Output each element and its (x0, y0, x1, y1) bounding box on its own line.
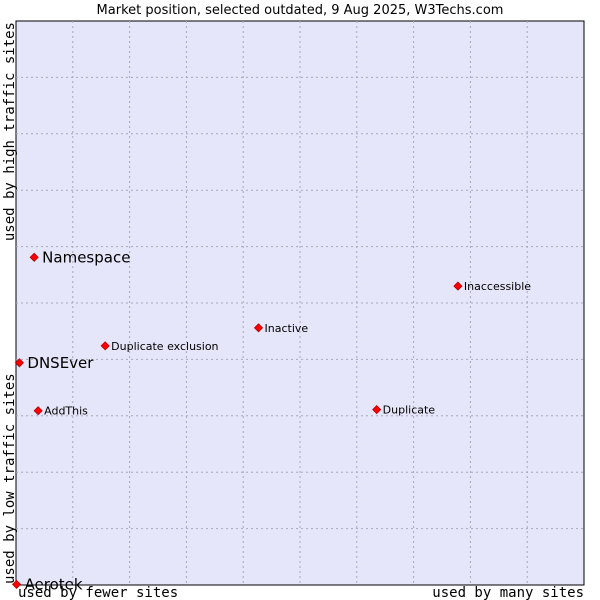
point-label-duplicate: Duplicate (383, 404, 436, 417)
point-marker-inactive (253, 323, 264, 333)
point-marker-inaccessible (453, 281, 463, 291)
point-marker-duplicate (372, 405, 382, 415)
point-label-namespace: Namespace (42, 248, 130, 266)
chart-title: Market position, selected outdated, 9 Au… (97, 3, 504, 18)
grid-lines (16, 21, 584, 585)
point-label-inactive: Inactive (265, 322, 309, 335)
point-label-dnsever: DNSEver (27, 354, 94, 372)
y-axis-label-bottom: used by low traffic sites (2, 373, 18, 584)
point-label-aerotek: Aerotek (25, 575, 83, 593)
point-label-addthis: AddThis (44, 405, 88, 418)
point-marker-addthis (33, 406, 43, 416)
x-axis-label-right: used by many sites (432, 585, 584, 600)
point-marker-dnsever (14, 358, 24, 368)
point-marker-aerotek (12, 579, 22, 590)
point-label-inaccessible: Inaccessible (464, 280, 531, 293)
data-points: Namespace DNSEver Aerotek Inaccessible Inact… (12, 248, 531, 593)
point-label-duplicate-exclusion: Duplicate exclusion (111, 340, 218, 353)
x-axis-label-left: used by fewer sites (18, 585, 178, 600)
point-marker-namespace (29, 252, 39, 262)
point-marker-duplicate-exclusion (100, 341, 110, 351)
y-axis-label-top: used by high traffic sites (2, 22, 18, 241)
